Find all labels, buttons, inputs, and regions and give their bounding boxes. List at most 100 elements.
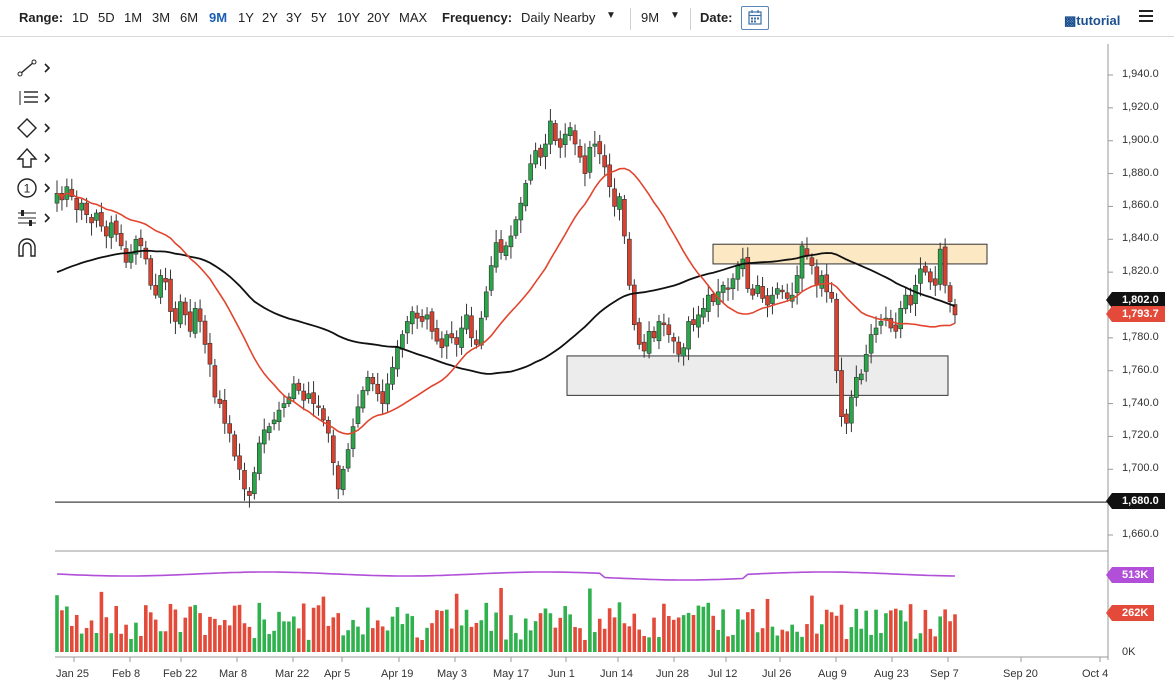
- volume-bar: [94, 633, 99, 652]
- fib-tool-icon[interactable]: [12, 86, 52, 110]
- range-label: Range:: [19, 10, 64, 25]
- candle-body: [360, 390, 366, 409]
- volume-bar: [805, 624, 809, 652]
- volume-bar: [750, 608, 755, 652]
- volume-bar: [60, 610, 64, 652]
- candle-body: [178, 301, 183, 325]
- volume-bar: [903, 621, 908, 652]
- volume-bar: [89, 620, 94, 652]
- range-button-1m[interactable]: 1M: [124, 10, 143, 25]
- range-button-20y[interactable]: 20Y: [367, 10, 391, 25]
- candle-body: [602, 155, 607, 168]
- volume-bar: [306, 639, 311, 652]
- candle-body: [54, 192, 60, 204]
- volume-bar: [168, 603, 173, 652]
- range-button-5y[interactable]: 5Y: [311, 10, 327, 25]
- candle-body: [750, 288, 756, 296]
- range-button-max[interactable]: MAX: [399, 10, 428, 25]
- candle-body: [770, 294, 775, 304]
- candle-body: [735, 265, 741, 280]
- volume-bar: [55, 595, 59, 652]
- candle-body: [128, 252, 134, 263]
- volume-bar: [267, 634, 271, 652]
- candle-body: [814, 266, 820, 286]
- volume-bar: [144, 605, 148, 652]
- candle-body: [459, 327, 464, 348]
- candle-body: [94, 212, 99, 221]
- range-button-10y[interactable]: 10Y: [337, 10, 361, 25]
- volume-bar: [928, 628, 933, 652]
- volume-bar: [854, 608, 859, 652]
- chevron-down-icon[interactable]: ▼: [606, 10, 616, 21]
- volume-bar: [119, 633, 123, 652]
- volume-bar: [558, 617, 563, 652]
- shape-tool-icon[interactable]: [12, 116, 52, 140]
- frequency-select[interactable]: Daily Nearby: [521, 10, 596, 25]
- volume-bar: [514, 633, 518, 652]
- tutorial-link[interactable]: ▩tutorial: [1064, 13, 1120, 29]
- candle-body: [153, 285, 158, 296]
- candle-body: [562, 133, 568, 145]
- candle-body: [316, 405, 321, 408]
- range-button-9m[interactable]: 9M: [209, 10, 228, 25]
- arrow-tool-icon[interactable]: [12, 146, 52, 170]
- magnet-tool-icon[interactable]: [12, 236, 52, 260]
- range-button-1d[interactable]: 1D: [72, 10, 89, 25]
- candle-body: [266, 426, 272, 433]
- volume-bar: [548, 613, 553, 652]
- candle-body: [222, 400, 228, 424]
- candle-body: [691, 319, 696, 326]
- volume-bar: [815, 633, 819, 652]
- resistance-zone: [712, 243, 988, 265]
- candle-body: [321, 408, 326, 421]
- volume-bar: [504, 639, 508, 652]
- range-button-3y[interactable]: 3Y: [286, 10, 302, 25]
- volume-bar: [346, 630, 350, 652]
- x-tick-label: Oct 4: [1082, 668, 1109, 680]
- volume-bar: [311, 607, 316, 652]
- measure-tool-icon[interactable]: [12, 206, 52, 230]
- candle-body: [227, 423, 232, 434]
- candle-body: [854, 376, 859, 398]
- volume-bar: [104, 617, 109, 652]
- candle-body: [237, 455, 242, 470]
- volume-bar: [657, 637, 661, 652]
- volume-bar: [321, 596, 326, 652]
- volume-bar: [568, 614, 572, 652]
- range-button-6m[interactable]: 6M: [180, 10, 199, 25]
- volume-bar: [597, 618, 602, 652]
- candle-body: [464, 314, 469, 330]
- candle-body: [671, 337, 677, 342]
- chevron-down-icon[interactable]: ▼: [670, 10, 680, 21]
- line-tool-icon[interactable]: [12, 56, 52, 80]
- volume-bar: [938, 616, 942, 652]
- candle-body: [710, 294, 716, 303]
- candle-body: [182, 301, 188, 316]
- candle-body: [444, 334, 450, 347]
- volume-bar: [415, 637, 419, 652]
- range-button-5d[interactable]: 5D: [98, 10, 115, 25]
- range-button-1y[interactable]: 1Y: [238, 10, 254, 25]
- range-button-2y[interactable]: 2Y: [262, 10, 278, 25]
- candle-body: [947, 285, 953, 303]
- candle-body: [918, 268, 923, 284]
- candle-body: [913, 284, 918, 304]
- period-select[interactable]: 9M: [641, 10, 660, 25]
- volume-bar: [716, 629, 720, 652]
- candle-body: [888, 318, 894, 329]
- top-toolbar: Range: 1D 5D 1M 3M 6M 9M 1Y 2Y 3Y 5Y 10Y 20Y MAX Fre…: [0, 0, 1174, 37]
- candle-body: [331, 435, 336, 464]
- volume-bar: [420, 639, 424, 652]
- candle-body: [493, 242, 499, 268]
- hamburger-menu-icon[interactable]: [1139, 10, 1153, 24]
- candle-body: [390, 367, 395, 385]
- candle-body: [799, 245, 805, 279]
- volume-bar: [578, 628, 582, 652]
- volume-bar: [282, 621, 286, 652]
- y-tick-label: 1,780.0: [1122, 330, 1159, 343]
- number-tool-icon[interactable]: 1: [12, 176, 52, 200]
- range-button-3m[interactable]: 3M: [152, 10, 171, 25]
- calendar-button[interactable]: [741, 6, 769, 30]
- candle-body: [577, 145, 583, 158]
